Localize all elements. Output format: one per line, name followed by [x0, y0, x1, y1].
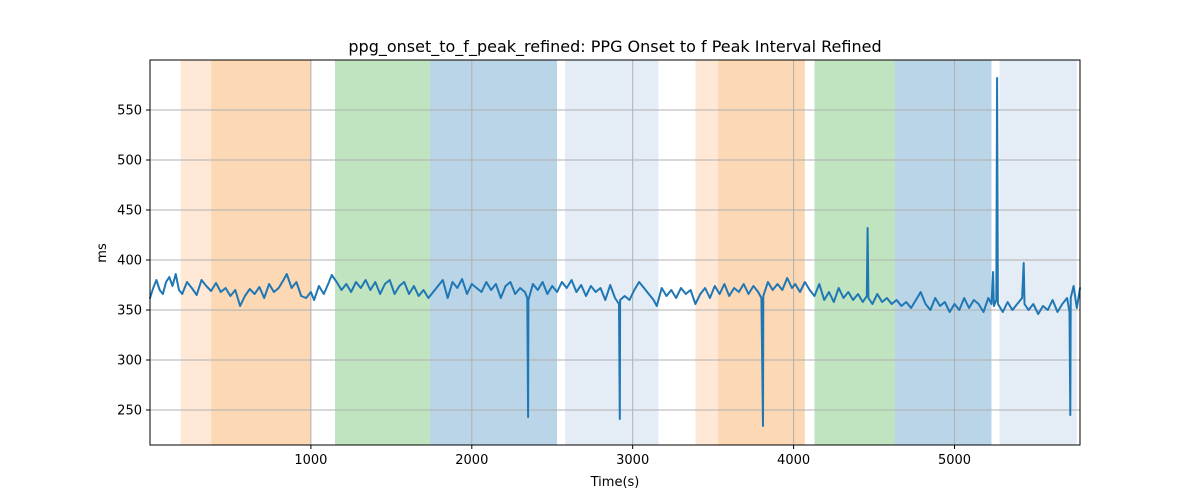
- y-tick-label: 500: [117, 154, 142, 169]
- shaded-band: [814, 60, 895, 445]
- shaded-band: [211, 60, 311, 445]
- series-line: [149, 77, 1081, 427]
- grid-layer: [150, 60, 1080, 445]
- y-tick-label: 300: [117, 354, 142, 369]
- shaded-band: [565, 60, 659, 445]
- band-layer: [180, 60, 1077, 445]
- x-tick-label: 3000: [616, 453, 649, 468]
- shaded-band: [717, 60, 805, 445]
- series-layer: [149, 77, 1081, 427]
- y-axis-title: ms: [95, 243, 110, 263]
- chart-title: ppg_onset_to_f_peak_refined: PPG Onset t…: [348, 37, 881, 57]
- x-tick-label: 4000: [777, 453, 810, 468]
- x-tick-label: 2000: [455, 453, 488, 468]
- shaded-band: [695, 60, 718, 445]
- x-tick-label: 5000: [938, 453, 971, 468]
- y-tick-label: 450: [117, 204, 142, 219]
- y-tick-label: 400: [117, 254, 142, 269]
- y-tick-label: 350: [117, 304, 142, 319]
- y-tick-label: 550: [117, 104, 142, 119]
- shaded-band: [999, 60, 1077, 445]
- x-axis-title: Time(s): [590, 475, 640, 490]
- plot-frame: [149, 59, 1081, 446]
- axes-layer: 1000 2000 3000 4000 5000 250 300 350 400 450 500 55…: [117, 59, 1081, 468]
- shaded-band: [335, 60, 430, 445]
- x-tick-label: 1000: [294, 453, 327, 468]
- shaded-band: [180, 60, 212, 445]
- shaded-band: [429, 60, 558, 445]
- y-tick-label: 250: [117, 404, 142, 419]
- shaded-band: [894, 60, 992, 445]
